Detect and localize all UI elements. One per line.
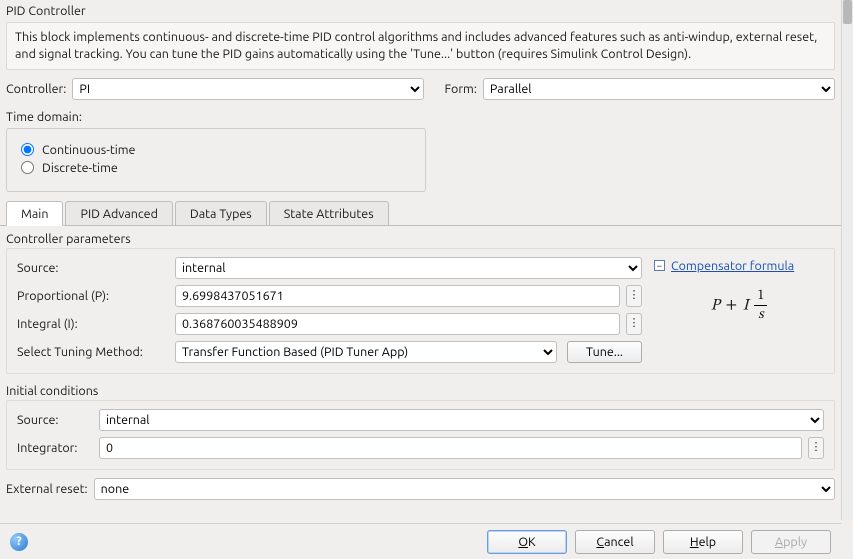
- discrete-time-label: Discrete-time: [42, 161, 118, 175]
- ic-integrator-input[interactable]: [99, 437, 802, 459]
- integral-label: Integral (I):: [17, 317, 169, 331]
- discrete-time-radio[interactable]: [21, 161, 34, 174]
- tab-bar: Main PID Advanced Data Types State Attri…: [0, 198, 841, 226]
- tab-pid-advanced[interactable]: PID Advanced: [65, 201, 172, 225]
- apply-button: Apply: [751, 530, 831, 554]
- time-domain-group: Continuous-time Discrete-time: [6, 128, 426, 192]
- initial-conditions-title: Initial conditions: [0, 374, 841, 400]
- vertical-scrollbar[interactable]: [841, 0, 853, 520]
- cp-source-label: Source:: [17, 261, 169, 275]
- controller-select[interactable]: PI: [72, 78, 424, 100]
- scrollbar-thumb[interactable]: [843, 0, 852, 24]
- cp-source-select[interactable]: internal: [175, 257, 642, 279]
- block-description: This block implements continuous- and di…: [6, 22, 835, 70]
- controller-parameters-title: Controller parameters: [0, 226, 841, 248]
- proportional-label: Proportional (P):: [17, 289, 169, 303]
- proportional-more-icon[interactable]: ⋮: [626, 285, 642, 307]
- cancel-button[interactable]: Cancel: [575, 530, 655, 554]
- ic-integrator-more-icon[interactable]: ⋮: [808, 437, 824, 459]
- dialog-footer: ? OK Cancel Help Apply: [0, 523, 841, 559]
- external-reset-select[interactable]: none: [94, 478, 835, 500]
- form-label: Form:: [444, 82, 476, 96]
- tab-data-types[interactable]: Data Types: [175, 201, 267, 225]
- tune-button[interactable]: Tune...: [567, 341, 642, 363]
- collapse-icon[interactable]: −: [654, 260, 665, 271]
- tuning-method-select[interactable]: Transfer Function Based (PID Tuner App): [175, 341, 557, 363]
- tuning-method-label: Select Tuning Method:: [17, 345, 169, 359]
- ic-source-select[interactable]: internal: [99, 409, 824, 431]
- ic-integrator-label: Integrator:: [17, 441, 93, 455]
- compensator-formula-link[interactable]: Compensator formula: [671, 259, 794, 273]
- block-title: PID Controller: [0, 0, 841, 20]
- help-button[interactable]: Help: [663, 530, 743, 554]
- proportional-input[interactable]: [175, 285, 620, 307]
- time-domain-label: Time domain:: [0, 102, 841, 126]
- ic-source-label: Source:: [17, 413, 93, 427]
- ok-button[interactable]: OK: [487, 530, 567, 554]
- compensator-formula: P + I 1 s: [654, 287, 824, 324]
- help-icon[interactable]: ?: [10, 533, 28, 551]
- integral-input[interactable]: [175, 313, 620, 335]
- integral-more-icon[interactable]: ⋮: [626, 313, 642, 335]
- continuous-time-radio[interactable]: [21, 143, 34, 156]
- initial-conditions-panel: Source: internal Integrator: ⋮: [6, 400, 835, 470]
- tab-state-attributes[interactable]: State Attributes: [269, 201, 389, 225]
- form-select[interactable]: Parallel: [483, 78, 835, 100]
- external-reset-label: External reset:: [6, 482, 88, 496]
- continuous-time-label: Continuous-time: [42, 143, 135, 157]
- controller-parameters-panel: Source: internal Proportional (P): ⋮ Int…: [6, 248, 835, 374]
- tab-main[interactable]: Main: [6, 201, 63, 226]
- controller-label: Controller:: [6, 82, 66, 96]
